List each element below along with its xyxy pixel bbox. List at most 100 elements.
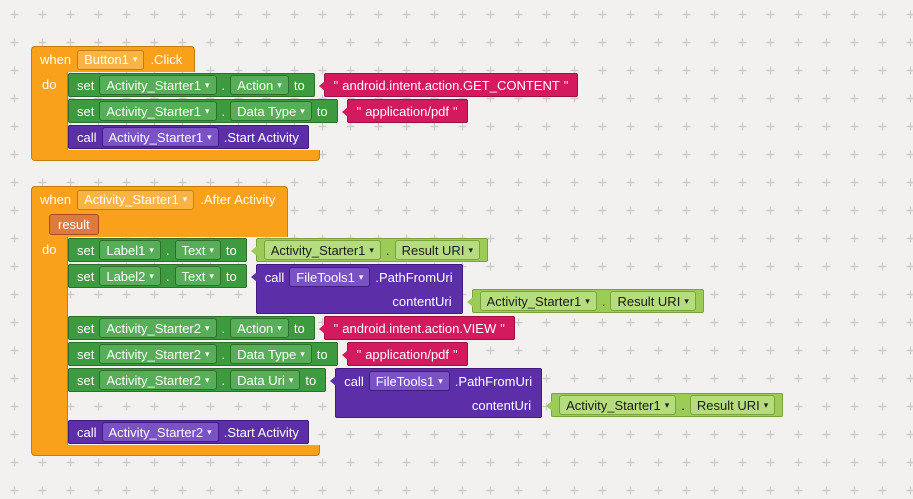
text-string-block[interactable]: " application/pdf " xyxy=(341,342,468,366)
text-string-value: application/pdf xyxy=(365,103,450,119)
property-dropdown-label: Data Type xyxy=(237,346,297,362)
close-quote: " xyxy=(500,320,505,336)
close-quote: " xyxy=(563,77,569,93)
set-activitystarter1-action-block[interactable]: set Activity_Starter1 ▾ . Action ▾ to xyxy=(68,73,315,97)
method-call-block[interactable]: call FileTools1 ▾ .PathFromUri contentUr… xyxy=(330,368,543,418)
component-dropdown-label: Activity_Starter1 xyxy=(486,293,582,309)
component-dropdown[interactable]: Activity_Starter1 ▾ xyxy=(77,189,195,210)
call-startactivity-block[interactable]: call Activity_Starter2 ▾ .Start Activity xyxy=(68,420,309,444)
block-row: set Activity_Starter1 ▾ . Data Type ▾ to xyxy=(68,99,578,123)
to-label: to xyxy=(225,242,237,258)
component-dropdown[interactable]: Activity_Starter1 ▾ xyxy=(101,127,219,147)
property-dropdown[interactable]: Action ▾ xyxy=(230,75,289,95)
component-dropdown[interactable]: Activity_Starter1 ▾ xyxy=(99,75,217,95)
dropdown-arrow-icon: ▾ xyxy=(468,244,473,255)
dropdown-arrow-icon: ▾ xyxy=(205,105,210,116)
property-dropdown[interactable]: Text ▾ xyxy=(174,240,221,260)
component-dropdown[interactable]: Activity_Starter2 ▾ xyxy=(101,422,219,442)
block-row: set Activity_Starter2 ▾ . Data Type ▾ to xyxy=(68,342,783,366)
to-label: to xyxy=(225,268,237,284)
dropdown-arrow-icon: ▾ xyxy=(277,322,282,333)
statement-rows: set Activity_Starter1 ▾ . Action ▾ to xyxy=(68,72,579,150)
component-dropdown[interactable]: Activity_Starter2 ▾ xyxy=(99,318,217,338)
set-label2-text-block[interactable]: set Label2 ▾ . Text ▾ to xyxy=(68,264,247,288)
event-block-afteractivity[interactable]: when Activity_Starter1 ▾ .After Activity… xyxy=(31,186,784,456)
text-string-value: application/pdf xyxy=(365,346,450,362)
event-header[interactable]: when Activity_Starter1 ▾ .After Activity… xyxy=(31,186,289,237)
component-dropdown[interactable]: Activity_Starter1 ▾ xyxy=(479,291,597,311)
text-string-value: android.intent.action.GET_CONTENT xyxy=(342,77,560,93)
text-string-block[interactable]: " android.intent.action.VIEW " xyxy=(318,316,515,340)
do-spine: do xyxy=(31,72,68,150)
property-dropdown[interactable]: Action ▾ xyxy=(230,318,289,338)
property-dropdown[interactable]: Result URI ▾ xyxy=(394,240,480,260)
property-dropdown[interactable]: Result URI ▾ xyxy=(610,291,696,311)
dot-label: . xyxy=(165,268,170,284)
component-dropdown[interactable]: Button1 ▾ xyxy=(77,49,145,70)
call-startactivity-block[interactable]: call Activity_Starter1 ▾ .Start Activity xyxy=(68,125,309,149)
dropdown-arrow-icon: ▾ xyxy=(300,105,305,116)
dot-label: . xyxy=(221,372,226,388)
property-dropdown[interactable]: Text ▾ xyxy=(174,266,221,286)
dropdown-arrow-icon: ▾ xyxy=(664,399,670,410)
dropdown-arrow-icon: ▾ xyxy=(205,348,210,359)
property-getter-block[interactable]: Activity_Starter1 ▾ . Result URI ▾ xyxy=(466,289,704,313)
dropdown-arrow-icon: ▾ xyxy=(207,131,212,142)
dropdown-arrow-icon: ▾ xyxy=(149,244,154,255)
component-dropdown[interactable]: Activity_Starter1 ▾ xyxy=(99,101,217,121)
do-label: do xyxy=(42,242,57,257)
property-getter-block[interactable]: Activity_Starter1 ▾ . Result URI ▾ xyxy=(250,238,488,262)
event-name-label: .Click xyxy=(150,52,183,67)
set-activitystarter2-datatype-block[interactable]: set Activity_Starter2 ▾ . Data Type ▾ to xyxy=(68,342,338,366)
set-activitystarter1-datatype-block[interactable]: set Activity_Starter1 ▾ . Data Type ▾ to xyxy=(68,99,338,123)
component-dropdown[interactable]: FileTools1 ▾ xyxy=(289,267,371,287)
to-label: to xyxy=(293,77,305,93)
component-dropdown-label: FileTools1 xyxy=(375,373,435,389)
dropdown-arrow-icon: ▾ xyxy=(585,295,590,306)
block-row: set Activity_Starter2 ▾ . Data Uri ▾ to xyxy=(68,368,784,418)
dropdown-arrow-icon: ▾ xyxy=(205,322,210,333)
property-dropdown-label: Text xyxy=(181,268,206,284)
event-header[interactable]: when Button1 ▾ .Click xyxy=(31,46,196,72)
dropdown-arrow-icon: ▾ xyxy=(205,79,210,90)
statement-rows: set Label1 ▾ . Text ▾ to xyxy=(68,237,784,445)
block-row: set Label1 ▾ . Text ▾ to xyxy=(68,238,783,262)
property-getter-block[interactable]: Activity_Starter1 ▾ . Result URI ▾ xyxy=(546,393,784,417)
do-label: do xyxy=(42,77,57,92)
set-label1-text-block[interactable]: set Label1 ▾ . Text ▾ to xyxy=(68,238,247,262)
component-dropdown[interactable]: Activity_Starter2 ▾ xyxy=(99,370,217,390)
when-label: when xyxy=(40,52,72,67)
text-string-block[interactable]: " android.intent.action.GET_CONTENT " xyxy=(318,73,579,97)
dropdown-arrow-icon: ▾ xyxy=(358,271,364,282)
component-dropdown[interactable]: Label2 ▾ xyxy=(99,266,161,286)
method-name-label: .Start Activity xyxy=(223,424,299,440)
property-dropdown[interactable]: Data Type ▾ xyxy=(230,101,312,121)
event-header-line[interactable]: when Activity_Starter1 ▾ .After Activity xyxy=(31,186,289,212)
do-spine: do xyxy=(31,237,68,445)
text-string-block[interactable]: " application/pdf " xyxy=(341,99,468,123)
dropdown-arrow-icon: ▾ xyxy=(438,375,443,386)
component-dropdown[interactable]: Activity_Starter2 ▾ xyxy=(99,344,217,364)
property-dropdown[interactable]: Data Uri ▾ xyxy=(230,370,301,390)
to-label: to xyxy=(316,103,328,119)
component-dropdown[interactable]: Activity_Starter1 ▾ xyxy=(263,240,381,260)
set-activitystarter2-datauri-block[interactable]: set Activity_Starter2 ▾ . Data Uri ▾ to xyxy=(68,368,327,392)
event-block-button1-click[interactable]: when Button1 ▾ .Click do set Activity_St… xyxy=(31,46,579,161)
component-dropdown[interactable]: Activity_Starter1 ▾ xyxy=(559,395,677,415)
event-block-foot xyxy=(31,445,320,456)
dot-label: . xyxy=(221,77,226,93)
when-label: when xyxy=(40,192,72,207)
open-quote: " xyxy=(356,346,362,362)
property-dropdown[interactable]: Data Type ▾ xyxy=(230,344,312,364)
property-dropdown-label: Action xyxy=(237,77,274,93)
component-dropdown-label: Activity_Starter1 xyxy=(106,103,201,119)
event-param-result[interactable]: result xyxy=(49,214,99,235)
component-dropdown[interactable]: FileTools1 ▾ xyxy=(368,371,450,391)
property-dropdown[interactable]: Result URI ▾ xyxy=(689,395,776,415)
dot-label: . xyxy=(221,103,226,119)
method-call-block[interactable]: call FileTools1 ▾ .PathFromUri contentUr… xyxy=(250,264,463,314)
dot-label: . xyxy=(165,242,170,258)
component-dropdown[interactable]: Label1 ▾ xyxy=(99,240,161,260)
set-activitystarter2-action-block[interactable]: set Activity_Starter2 ▾ . Action ▾ to xyxy=(68,316,315,340)
